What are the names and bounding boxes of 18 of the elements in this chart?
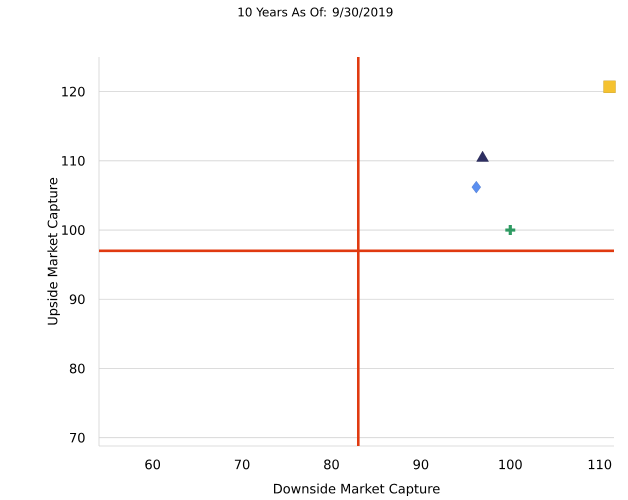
y-tick-label: 90 bbox=[70, 294, 85, 304]
y-tick-label: 110 bbox=[62, 156, 85, 166]
x-axis-title: Downside Market Capture bbox=[274, 484, 440, 496]
x-tick-label: 90 bbox=[413, 460, 428, 470]
x-tick-label: 80 bbox=[324, 460, 339, 470]
point bbox=[504, 223, 517, 237]
point bbox=[603, 80, 616, 93]
chart-title: 10 Years As Of: 9/30/2019 bbox=[238, 7, 392, 18]
x-tick-label: 70 bbox=[234, 460, 250, 470]
x-tick-label: 60 bbox=[145, 460, 160, 470]
y-tick-label: 80 bbox=[70, 364, 85, 374]
x-tick-label: 100 bbox=[499, 460, 522, 470]
point bbox=[472, 180, 481, 194]
y-tick-label: 120 bbox=[62, 86, 85, 97]
y-tick-label: 70 bbox=[70, 432, 85, 443]
y-tick-label: 100 bbox=[62, 225, 85, 235]
y-axis-title: Upside Market Capture bbox=[47, 178, 60, 325]
x-tick-label: 110 bbox=[588, 460, 612, 470]
